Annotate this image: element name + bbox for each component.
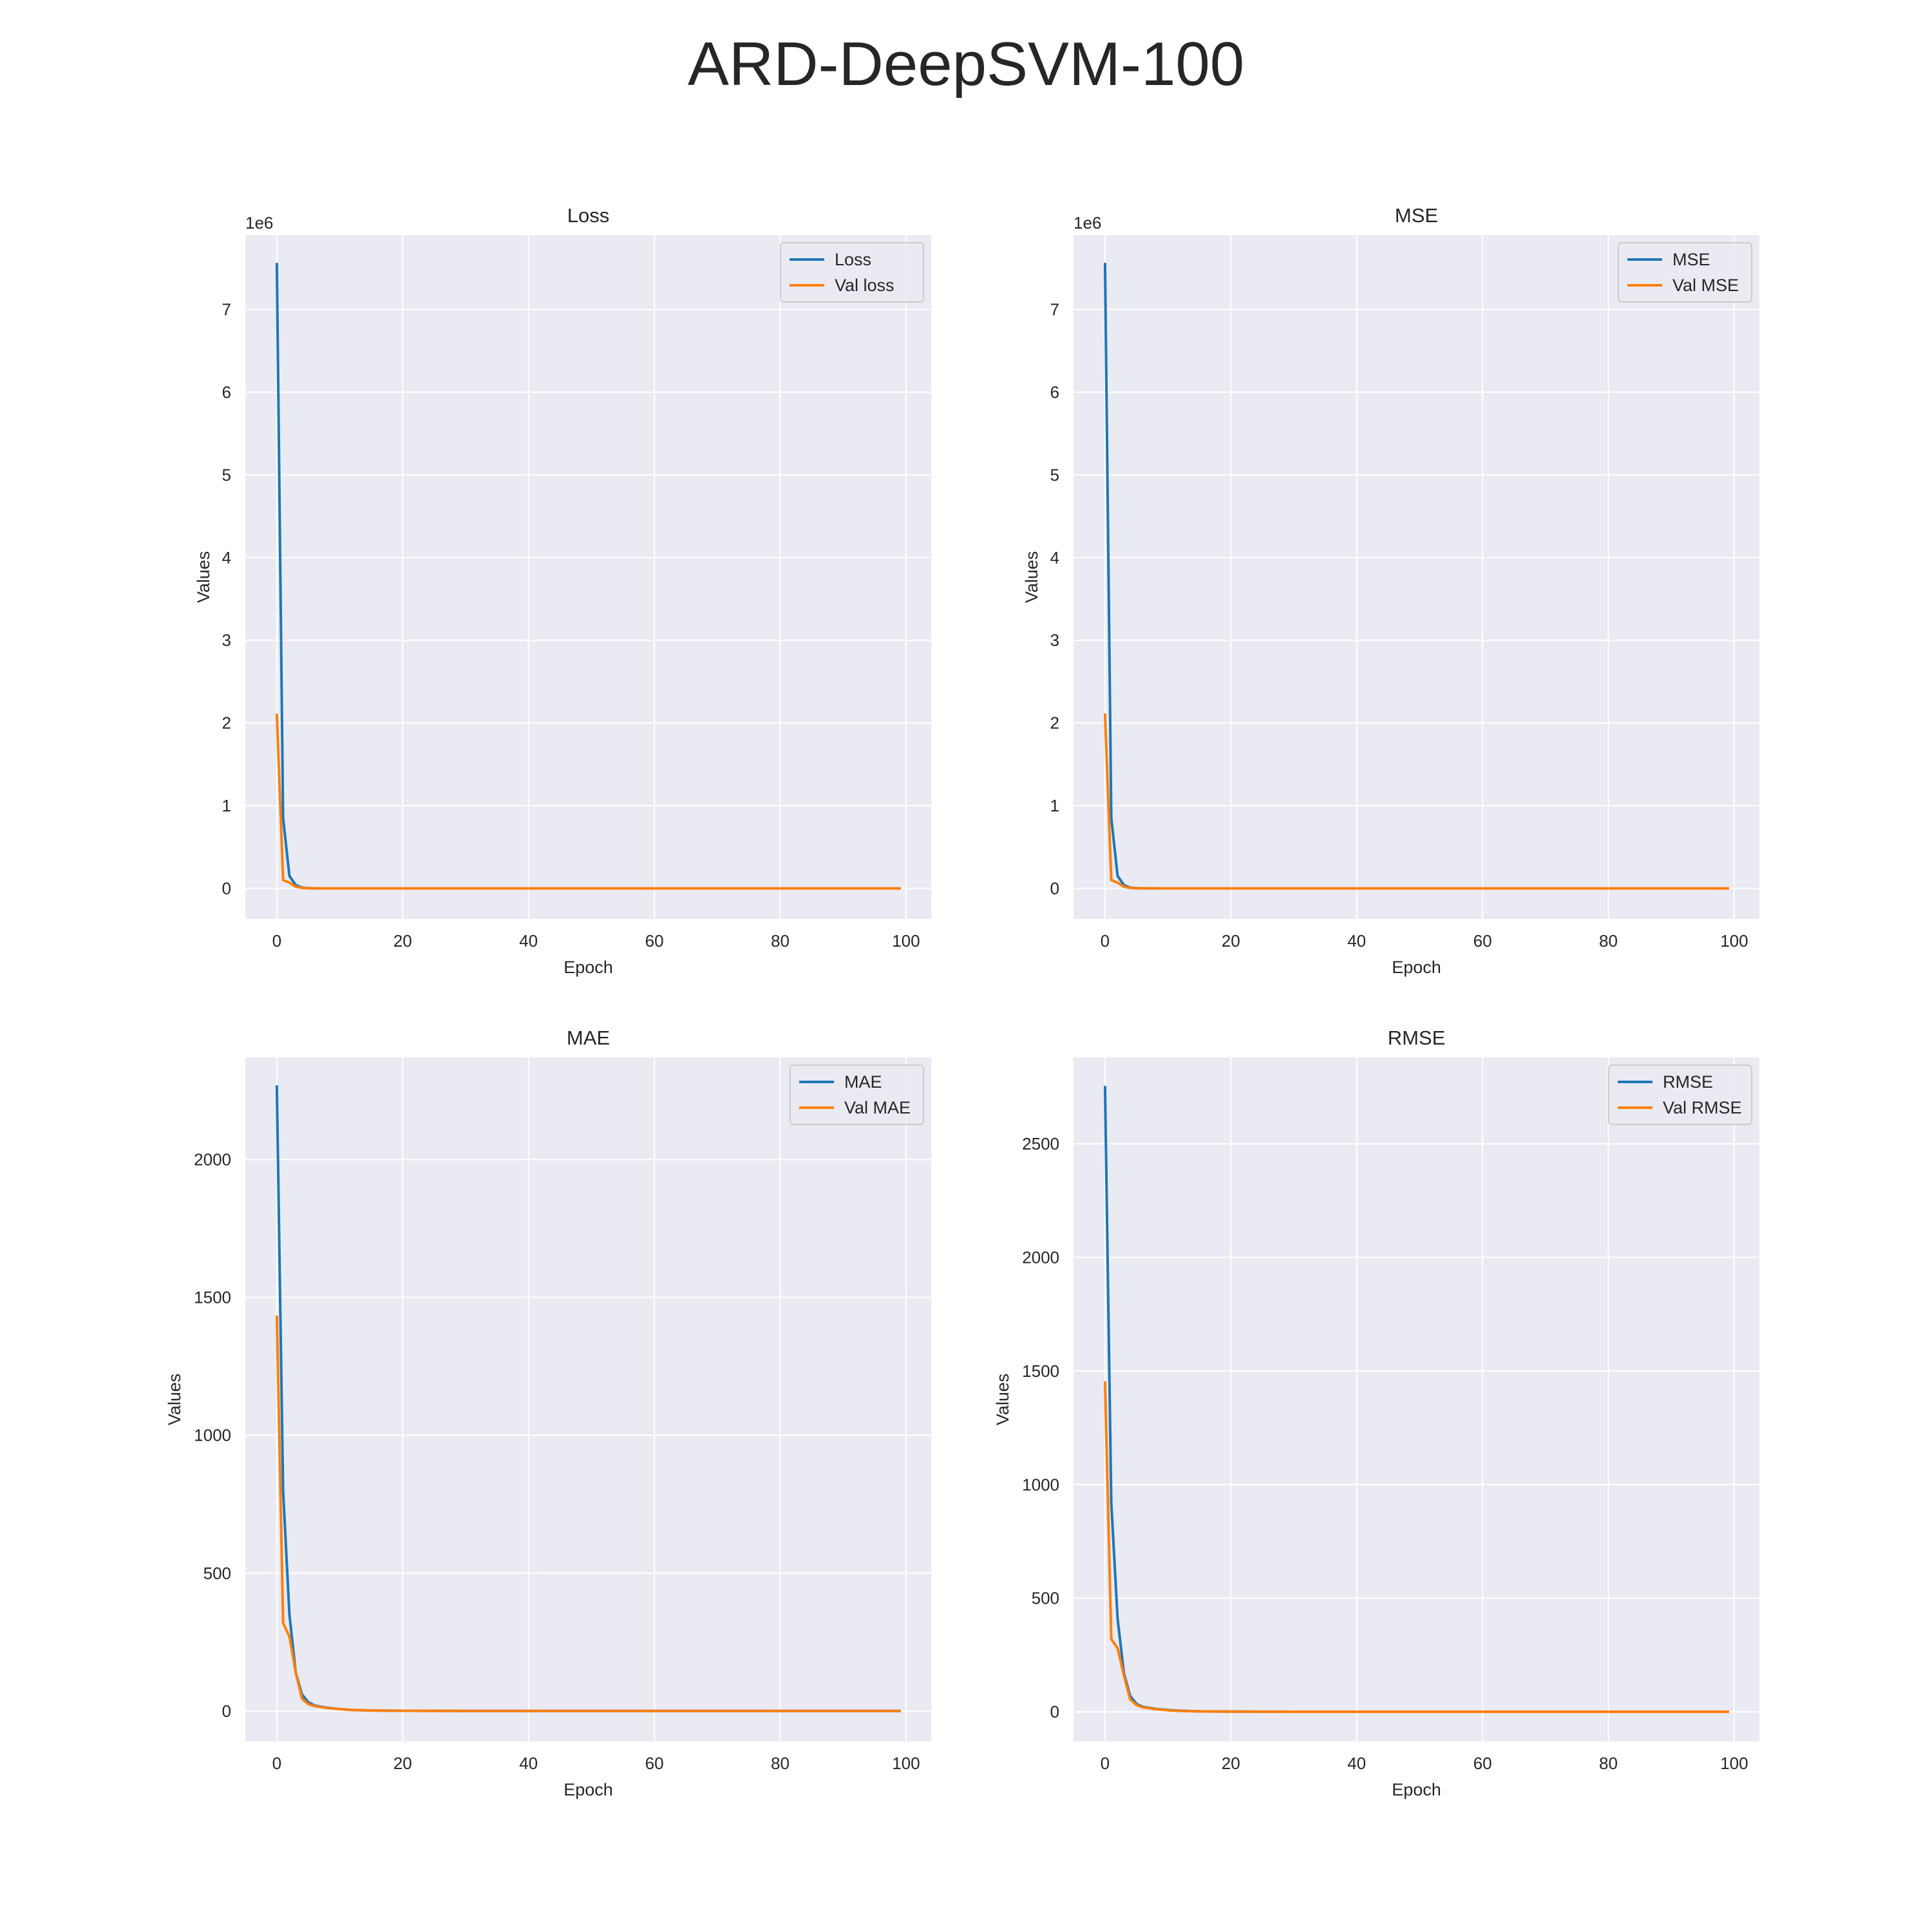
legend-box <box>1608 1065 1752 1125</box>
subplot-rmse: 0 20 40 60 80 10005001000150020002500RMSEEpoc… <box>993 1027 1759 1799</box>
x-tick-label: 40 <box>1347 1754 1366 1773</box>
subplot-title: MSE <box>1395 204 1438 227</box>
legend-entry: Val loss <box>835 276 895 295</box>
series-line-val-loss <box>275 713 902 890</box>
x-tick-label: 0 <box>1101 931 1110 951</box>
legend: RMSE Val RMSE <box>1608 1065 1752 1125</box>
y-tick-label: 4 <box>1050 548 1059 567</box>
legend-entry: Val MAE <box>844 1098 911 1117</box>
x-axis-label: Epoch <box>1392 1780 1441 1799</box>
plot-area <box>1074 235 1759 919</box>
y-tick-label: 5 <box>1050 465 1059 484</box>
legend: MSE Val MSE <box>1618 242 1752 303</box>
y-tick-label: 0 <box>222 1701 231 1721</box>
legend-box <box>790 1065 924 1125</box>
legend-entry: Loss <box>835 250 871 269</box>
y-tick-label: 6 <box>222 383 231 402</box>
x-tick-label: 40 <box>519 931 538 951</box>
legend: Loss Val loss <box>780 242 924 303</box>
x-tick-label: 20 <box>1222 931 1240 951</box>
y-tick-label: 500 <box>204 1564 231 1583</box>
x-tick-label: 0 <box>272 1754 281 1773</box>
subplot-mae: 0 20 40 60 80 1000500100015002000MAEEpochValu… <box>165 1027 931 1799</box>
x-axis-label: Epoch <box>1392 958 1441 977</box>
x-tick-label: 80 <box>771 931 790 951</box>
y-tick-label: 3 <box>222 630 231 650</box>
plot-area <box>245 1057 931 1741</box>
subplot-mse: 0 20 40 60 80 100 0 1 2 3 4 5 6 7 MSE Epoch Values 1e6 MSE… <box>1022 204 1759 977</box>
x-axis-label: Epoch <box>564 958 613 977</box>
y-axis-label: Values <box>194 551 213 603</box>
legend-entry: MSE <box>1672 250 1710 269</box>
series-line-val-rmse <box>1103 1381 1730 1713</box>
x-tick-label: 0 <box>1101 1754 1110 1773</box>
legend-entry: Val MSE <box>1672 276 1739 295</box>
x-tick-label: 20 <box>1222 1754 1240 1773</box>
y-tick-label: 6 <box>1050 383 1059 402</box>
x-axis-label: Epoch <box>564 1780 613 1799</box>
legend-entry: Val RMSE <box>1663 1098 1742 1117</box>
x-tick-label: 80 <box>1599 1754 1618 1773</box>
y-tick-label: 2 <box>222 714 231 733</box>
y-tick-label: 4 <box>222 548 231 567</box>
figure-title: ARD-DeepSVM-100 <box>688 30 1244 99</box>
y-tick-label: 0 <box>1050 1702 1059 1721</box>
plot-area <box>245 235 931 919</box>
x-tick-label: 100 <box>892 931 920 951</box>
y-axis-label: Values <box>1022 551 1041 603</box>
legend-entry: MAE <box>844 1072 882 1092</box>
y-offset-text: 1e6 <box>1074 213 1101 232</box>
y-tick-label: 1000 <box>194 1426 231 1445</box>
x-tick-label: 100 <box>1720 931 1748 951</box>
y-tick-label: 2 <box>1050 714 1059 733</box>
subplot-title: Loss <box>567 204 609 227</box>
y-offset-text: 1e6 <box>245 213 273 232</box>
legend-box <box>780 242 924 303</box>
y-tick-label: 7 <box>1050 300 1059 319</box>
x-tick-label: 60 <box>645 931 664 951</box>
x-tick-label: 40 <box>519 1754 538 1773</box>
x-tick-label: 80 <box>771 1754 790 1773</box>
legend: MAE Val MAE <box>790 1065 924 1125</box>
subplot-loss: 0 20 40 60 80 100 0 1 2 3 4 5 6 7 Loss Epoch Values 1e6 Lo… <box>194 204 931 977</box>
legend-entry: RMSE <box>1663 1072 1713 1092</box>
y-tick-label: 1 <box>222 796 231 815</box>
y-tick-label: 1000 <box>1022 1475 1059 1494</box>
x-tick-label: 20 <box>393 1754 412 1773</box>
x-tick-label: 40 <box>1347 931 1366 951</box>
legend-box <box>1618 242 1752 303</box>
y-tick-label: 2500 <box>1022 1134 1059 1153</box>
y-tick-label: 7 <box>222 300 231 319</box>
x-tick-label: 20 <box>393 931 412 951</box>
y-tick-label: 500 <box>1032 1589 1059 1608</box>
x-tick-label: 60 <box>645 1754 664 1773</box>
subplot-title: RMSE <box>1388 1027 1446 1049</box>
subplot-title: MAE <box>567 1027 610 1049</box>
x-tick-label: 0 <box>272 931 281 951</box>
y-tick-label: 1500 <box>1022 1361 1059 1381</box>
y-tick-label: 0 <box>222 878 231 898</box>
y-axis-label: Values <box>993 1374 1012 1426</box>
x-tick-label: 100 <box>1720 1754 1748 1773</box>
x-tick-label: 60 <box>1473 931 1492 951</box>
y-tick-label: 2000 <box>1022 1247 1059 1267</box>
y-tick-label: 3 <box>1050 630 1059 650</box>
y-tick-label: 0 <box>1050 878 1059 898</box>
y-tick-label: 1 <box>1050 796 1059 815</box>
y-axis-label: Values <box>165 1374 184 1426</box>
subplot-grid: 0 20 40 60 80 10001234567LossEpochValues1e6Lo… <box>165 204 1759 1799</box>
series-line-val-mse <box>1103 713 1730 890</box>
y-tick-label: 1500 <box>194 1288 231 1307</box>
x-tick-label: 80 <box>1599 931 1618 951</box>
y-tick-label: 2000 <box>194 1150 231 1169</box>
y-tick-label: 5 <box>222 465 231 484</box>
series-line-val-mae <box>275 1315 902 1712</box>
plot-area <box>1074 1057 1759 1741</box>
x-tick-label: 100 <box>892 1754 920 1773</box>
x-tick-label: 60 <box>1473 1754 1492 1773</box>
